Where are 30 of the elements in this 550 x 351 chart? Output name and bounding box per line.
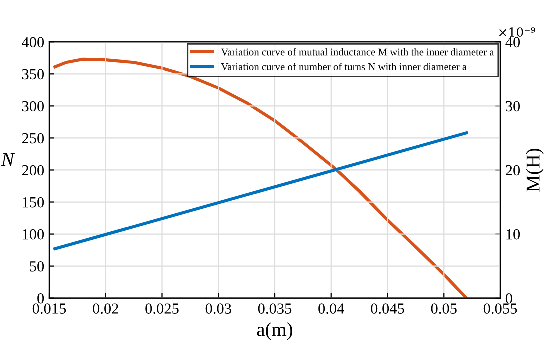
y-tick-label: 150 <box>23 197 44 208</box>
x-tick-label: 0.03 <box>206 304 232 314</box>
line-series <box>54 58 468 298</box>
y-tick-label: 250 <box>22 133 44 144</box>
y-tick-label: 300 <box>22 101 44 112</box>
x-tick-label: 0.025 <box>146 304 179 314</box>
x-tick-label: 0.045 <box>371 304 404 314</box>
y-tick-label: 400 <box>22 37 44 48</box>
y-tick-label: 350 <box>22 69 44 80</box>
legend-label: Variation curve of number of turns N with inner diameter a <box>221 63 467 71</box>
x-tick-label: 0.02 <box>93 304 118 314</box>
y-tick-label: 0 <box>38 293 44 304</box>
y2-tick-label: 30 <box>506 101 520 112</box>
y2-tick-label: 40 <box>506 37 520 48</box>
y2-tick-label: 0 <box>506 293 512 304</box>
y2-axis-title: M(H) <box>526 148 544 192</box>
y2-tick-label: 20 <box>506 165 520 176</box>
y-tick-label: 50 <box>30 261 44 272</box>
x-axis-title: a(m) <box>257 322 292 340</box>
x-tick-label: 0.04 <box>318 304 345 314</box>
text: ×10⁻⁹ <box>499 28 536 38</box>
legend-label: Variation curve of mutual inductance M with the inner diameter a <box>221 48 494 56</box>
x-tick-label: 0.035 <box>258 304 292 314</box>
y-axis-title: N <box>1 153 16 166</box>
x-tick-label: 0.055 <box>484 304 518 314</box>
y-tick-label: 200 <box>22 165 44 176</box>
x-tick-label: 0.05 <box>431 304 457 314</box>
y2-tick-label: 10 <box>506 229 520 240</box>
y-tick-label: 100 <box>23 229 44 240</box>
x-tick-label: 0.015 <box>32 304 66 314</box>
